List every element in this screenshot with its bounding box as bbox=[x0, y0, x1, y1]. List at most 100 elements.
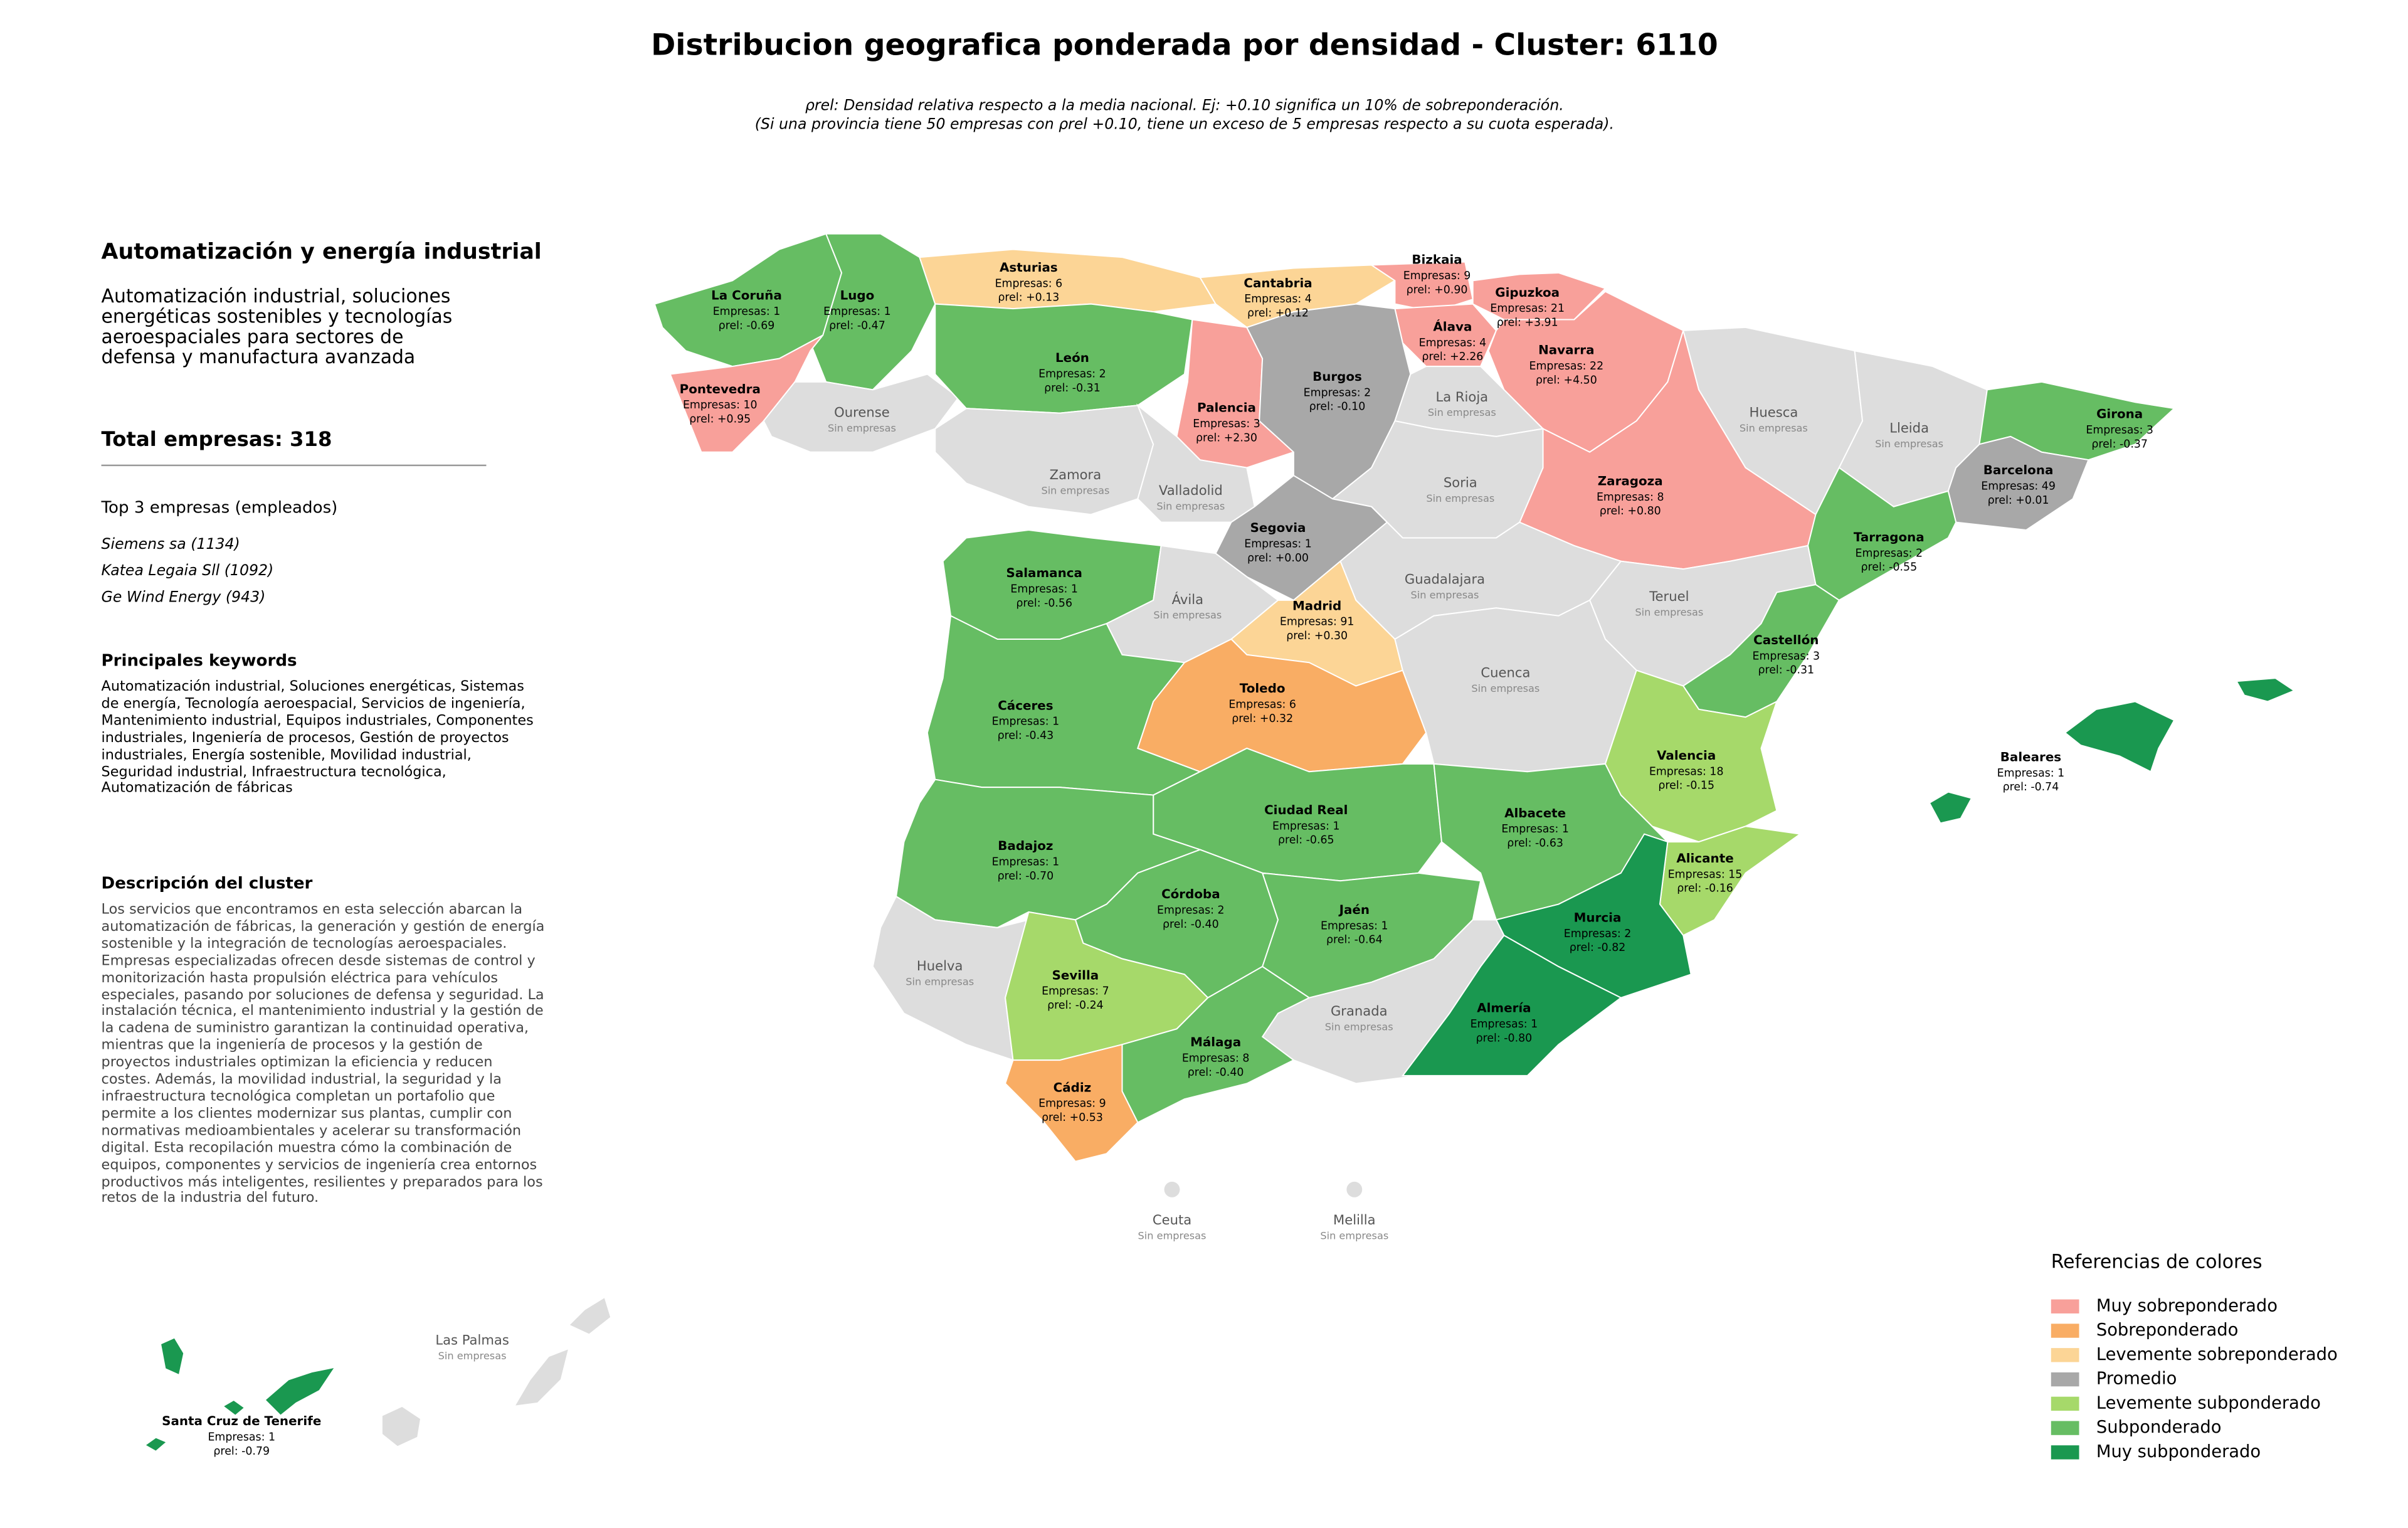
region-name: Navarra bbox=[1538, 343, 1594, 358]
region-shape bbox=[159, 1337, 185, 1376]
keywords-heading: Principales keywords bbox=[101, 651, 297, 671]
region-rho: ρrel: -0.10 bbox=[1309, 401, 1366, 413]
region-name: Baleares bbox=[2000, 750, 2061, 764]
region-shape bbox=[221, 1399, 246, 1417]
legend-label: Sobreponderado bbox=[2096, 1320, 2238, 1340]
region-shape bbox=[1137, 638, 1427, 773]
region-name: Albacete bbox=[1504, 806, 1566, 820]
region-name: Ávila bbox=[1172, 592, 1203, 607]
region-name: Cuenca bbox=[1481, 665, 1530, 681]
region-name: Tarragona bbox=[1854, 530, 1925, 544]
region-shape bbox=[144, 1436, 168, 1453]
region-rho: ρrel: -0.80 bbox=[1476, 1032, 1533, 1044]
region-name: Madrid bbox=[1292, 598, 1341, 613]
region-companies: Empresas: 4 bbox=[1419, 337, 1487, 349]
region-companies: Empresas: 9 bbox=[1403, 270, 1471, 282]
region-companies: Empresas: 2 bbox=[1564, 928, 1632, 940]
region bbox=[1137, 638, 1427, 773]
region-name: Teruel bbox=[1649, 588, 1689, 604]
region-rho: ρrel: -0.74 bbox=[2003, 781, 2059, 793]
legend: Muy sobreponderado Sobreponderado Levement… bbox=[2051, 1296, 2338, 1462]
region-status: Sin empresas bbox=[1875, 438, 1943, 450]
region-rho: ρrel: +0.12 bbox=[1247, 307, 1309, 320]
region-rho: ρrel: +0.95 bbox=[689, 413, 751, 426]
region-companies: Empresas: 1 bbox=[992, 716, 1060, 728]
region-companies: Empresas: 7 bbox=[1042, 985, 1109, 998]
region-name: Guadalajara bbox=[1405, 571, 1485, 587]
region-companies: Empresas: 1 bbox=[208, 1431, 275, 1444]
region-name: Bizkaia bbox=[1412, 253, 1462, 267]
region-name: Jaén bbox=[1338, 903, 1370, 917]
region-shape bbox=[1928, 791, 1973, 824]
legend-label: Subponderado bbox=[2096, 1418, 2222, 1437]
total: Total empresas: 318 bbox=[101, 428, 332, 452]
region-name: Ciudad Real bbox=[1264, 803, 1348, 817]
region-status: Sin empresas bbox=[1635, 606, 1703, 618]
region-name: Cáceres bbox=[998, 698, 1053, 713]
region-rho: ρrel: -0.37 bbox=[2091, 438, 2148, 450]
region-rho: ρrel: +0.13 bbox=[998, 292, 1059, 304]
region-name: Córdoba bbox=[1161, 887, 1220, 901]
region-companies: Empresas: 1 bbox=[1321, 920, 1388, 932]
region-name: Málaga bbox=[1190, 1035, 1241, 1049]
region-companies: Empresas: 1 bbox=[1501, 823, 1569, 836]
divider bbox=[101, 464, 487, 467]
region-name: Álava bbox=[1433, 319, 1472, 334]
legend-swatch bbox=[2051, 1372, 2079, 1387]
region bbox=[381, 1296, 612, 1448]
region-status: Sin empresas bbox=[1426, 492, 1494, 504]
region-rho: ρrel: -0.31 bbox=[1044, 382, 1101, 395]
region-rho: ρrel: -0.82 bbox=[1570, 942, 1626, 954]
region-rho: ρrel: -0.40 bbox=[1163, 918, 1219, 931]
region-companies: Empresas: 3 bbox=[1752, 650, 1820, 662]
region-name: Cantabria bbox=[1244, 276, 1312, 290]
region-companies: Empresas: 1 bbox=[1997, 767, 2065, 780]
region-name: Valladolid bbox=[1159, 482, 1223, 498]
region-name: Granada bbox=[1331, 1003, 1388, 1019]
cluster-summary: Automatización industrial, soluciones en… bbox=[101, 285, 453, 368]
region-name: Huesca bbox=[1749, 405, 1798, 420]
region-rho: ρrel: +0.30 bbox=[1286, 630, 1348, 642]
region-companies: Empresas: 91 bbox=[1280, 616, 1354, 629]
region-shape bbox=[1164, 1181, 1180, 1197]
region-companies: Empresas: 18 bbox=[1649, 765, 1724, 778]
region-companies: Empresas: 21 bbox=[1490, 302, 1565, 315]
region-name: Badajoz bbox=[998, 839, 1053, 853]
region-status: Sin empresas bbox=[906, 975, 974, 987]
region bbox=[1004, 1043, 1139, 1162]
legend-swatch bbox=[2051, 1396, 2079, 1411]
region-status: Sin empresas bbox=[1740, 422, 1808, 434]
region-status: Sin empresas bbox=[1411, 589, 1479, 601]
keywords: Automatización industrial, Soluciones en… bbox=[101, 679, 534, 798]
region-companies: Empresas: 2 bbox=[1856, 547, 1923, 560]
regions bbox=[144, 233, 2296, 1453]
region-shape bbox=[934, 303, 1193, 414]
region-shape bbox=[568, 1296, 612, 1335]
region-shape bbox=[2235, 677, 2296, 703]
region-name: Segovia bbox=[1250, 521, 1306, 535]
region-companies: Empresas: 1 bbox=[1471, 1018, 1538, 1031]
region-status: Sin empresas bbox=[1325, 1021, 1393, 1032]
region-name: Cádiz bbox=[1054, 1080, 1092, 1095]
region-rho: ρrel: -0.56 bbox=[1016, 597, 1072, 610]
region-name: Santa Cruz de Tenerife bbox=[162, 1414, 321, 1428]
region bbox=[1164, 1181, 1180, 1197]
region-status: Sin empresas bbox=[828, 422, 896, 434]
region bbox=[934, 303, 1193, 414]
region-name: Toledo bbox=[1240, 681, 1286, 696]
legend-label: Promedio bbox=[2096, 1369, 2177, 1389]
region-companies: Empresas: 4 bbox=[1244, 293, 1312, 305]
region-rho: ρrel: +0.01 bbox=[1988, 494, 2049, 507]
region-name: Palencia bbox=[1197, 401, 1256, 415]
region-companies: Empresas: 1 bbox=[713, 305, 781, 318]
region-shape bbox=[264, 1366, 337, 1417]
region-name: Valencia bbox=[1657, 748, 1716, 763]
region-companies: Empresas: 3 bbox=[1193, 418, 1260, 430]
legend-title: Referencias de colores bbox=[2051, 1251, 2263, 1273]
region-shape bbox=[2064, 701, 2175, 773]
top-company: Siemens sa (1134) bbox=[101, 536, 240, 554]
region-shape bbox=[1346, 1181, 1363, 1197]
region-name: Barcelona bbox=[1983, 463, 2054, 477]
